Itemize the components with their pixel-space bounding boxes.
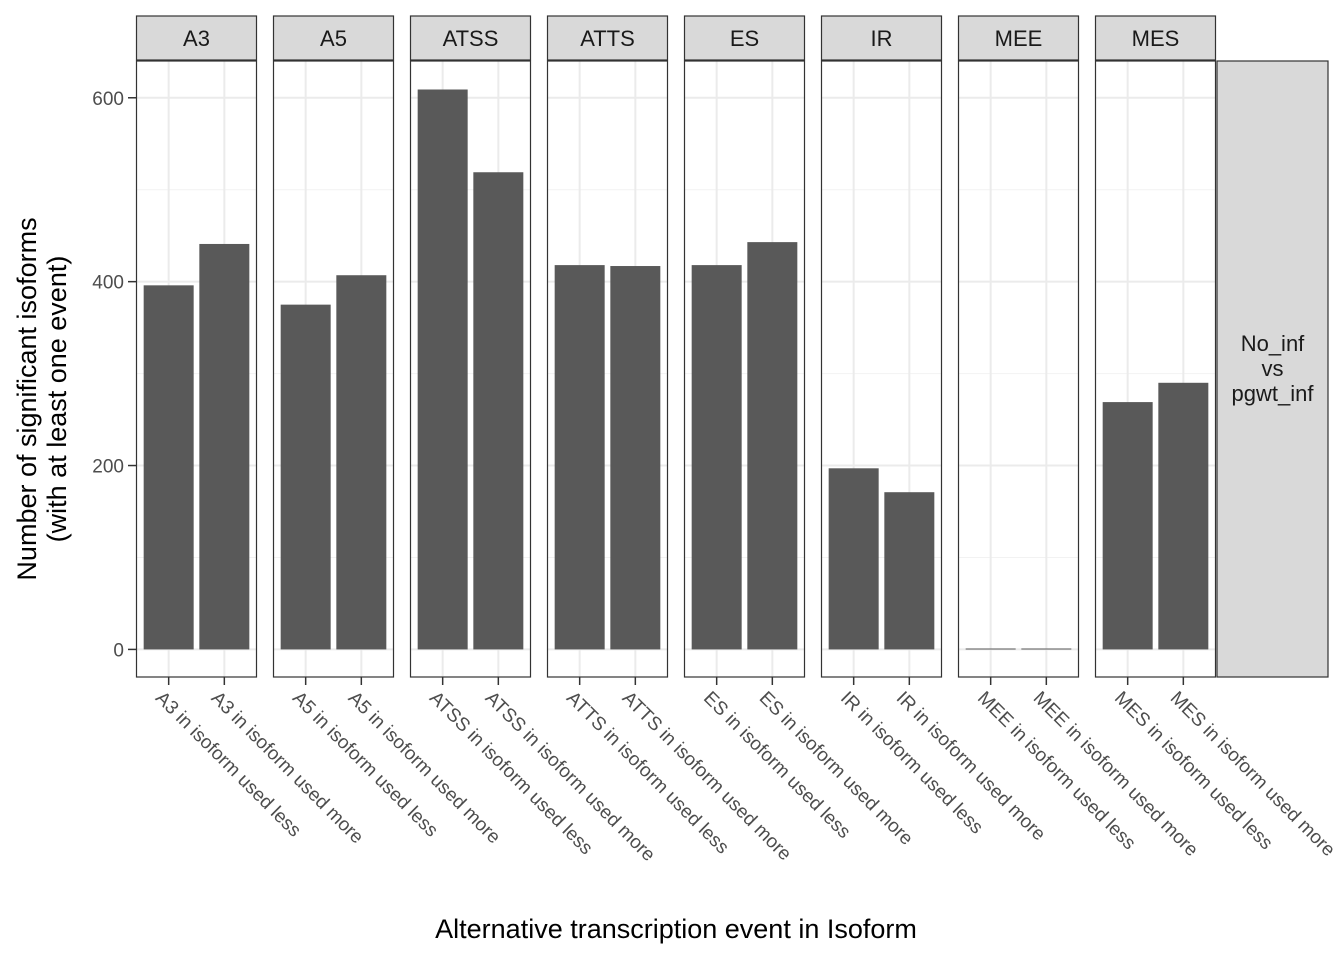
facet-strip-label: MES bbox=[1132, 26, 1180, 51]
bar-mes-more bbox=[1158, 382, 1209, 650]
bar-atss-more bbox=[473, 172, 524, 650]
facet-strip bbox=[272, 15, 395, 61]
facet-panel-ir: IR bbox=[820, 15, 943, 678]
y-axis: 0 200 400 600 bbox=[92, 89, 136, 661]
y-tick-label: 200 bbox=[92, 457, 124, 478]
row-strip-label: pgwt_inf bbox=[1232, 381, 1315, 406]
facet-strip bbox=[135, 15, 258, 61]
panel-border bbox=[957, 60, 1080, 678]
facet-panel-atss: ATSS bbox=[409, 15, 532, 678]
facet-panel-a3: A3 bbox=[135, 15, 258, 678]
bar-ir-less bbox=[828, 468, 879, 650]
y-tick-label: 600 bbox=[92, 89, 124, 110]
bar-atss-less bbox=[417, 89, 468, 650]
facet-strip-label: MEE bbox=[995, 26, 1043, 51]
facet-strip bbox=[683, 15, 806, 61]
panel-background bbox=[958, 61, 1079, 677]
facet-strip-label: ES bbox=[730, 26, 759, 51]
facet-strip-label: ATTS bbox=[580, 26, 635, 51]
bar-a3-less bbox=[143, 285, 194, 650]
facet-panel-es: ES bbox=[683, 15, 806, 678]
row-strip-label: vs bbox=[1262, 356, 1284, 381]
bar-mee-less bbox=[965, 648, 1016, 650]
panel-border bbox=[1094, 60, 1217, 678]
panel-border bbox=[820, 60, 943, 678]
facet-strip bbox=[820, 15, 943, 61]
row-strip-label: No_inf bbox=[1241, 331, 1305, 356]
bar-a5-more bbox=[336, 275, 387, 650]
y-axis-title-line: (with at least one event) bbox=[42, 256, 72, 543]
bar-mes-less bbox=[1102, 402, 1153, 650]
y-axis-title: Number of significant isoforms(with at l… bbox=[12, 217, 72, 580]
panel-border bbox=[683, 60, 806, 678]
facet-panel-atts: ATTS bbox=[546, 15, 669, 678]
facet-panels: A3 A5 ATSS ATTS ES IR MEE MES bbox=[135, 15, 1217, 678]
x-axis-title: Alternative transcription event in Isofo… bbox=[435, 914, 917, 944]
facet-strip-label: A5 bbox=[320, 26, 347, 51]
panel-border bbox=[409, 60, 532, 678]
bar-a5-less bbox=[280, 304, 331, 650]
facet-strip bbox=[1094, 15, 1217, 61]
y-axis-title-line: Number of significant isoforms bbox=[12, 217, 42, 580]
bar-atts-less bbox=[554, 265, 605, 650]
facet-panel-mes: MES bbox=[1094, 15, 1217, 678]
bar-es-less bbox=[691, 265, 742, 650]
bar-mee-more bbox=[1021, 648, 1072, 650]
panel-border bbox=[272, 60, 395, 678]
panel-border bbox=[546, 60, 669, 678]
bar-atts-more bbox=[610, 266, 661, 650]
y-tick-label: 400 bbox=[92, 273, 124, 294]
panel-border bbox=[135, 60, 258, 678]
facet-strip-label: A3 bbox=[183, 26, 210, 51]
bar-es-more bbox=[747, 242, 798, 650]
facet-strip bbox=[546, 15, 669, 61]
facet-strip bbox=[957, 15, 1080, 61]
facet-strip-label: IR bbox=[871, 26, 893, 51]
facet-strip bbox=[409, 15, 532, 61]
bar-a3-more bbox=[199, 243, 250, 650]
facet-strip-label: ATSS bbox=[443, 26, 499, 51]
y-tick-label: 0 bbox=[113, 640, 124, 661]
facet-panel-mee: MEE bbox=[957, 15, 1080, 678]
bar-ir-more bbox=[884, 492, 935, 650]
facet-panel-a5: A5 bbox=[272, 15, 395, 678]
row-strip-box bbox=[1216, 60, 1329, 678]
